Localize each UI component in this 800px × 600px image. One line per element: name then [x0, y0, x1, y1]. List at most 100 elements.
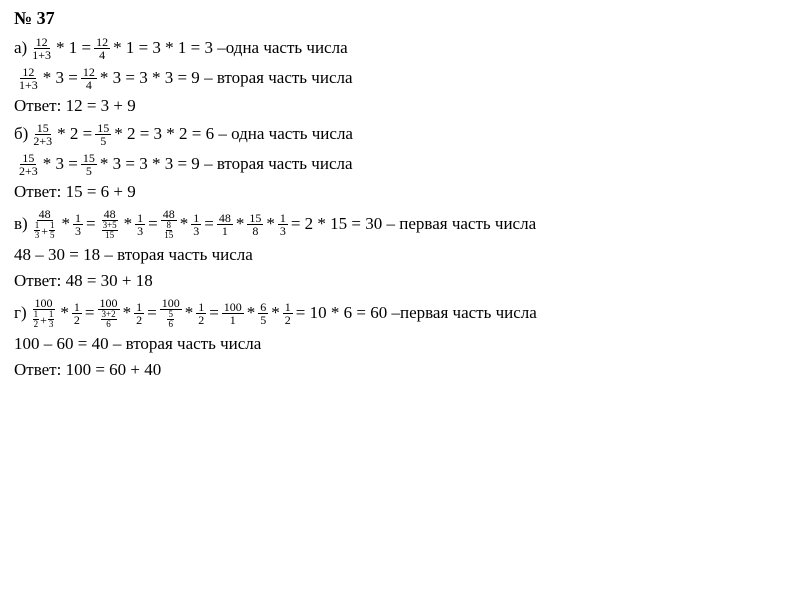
part-b-answer: Ответ: 15 = 6 + 9	[14, 182, 786, 202]
denominator: 2	[72, 314, 82, 326]
part-v-line-1: в) 48 1 3 + 1 5 * 1 3 = 48	[14, 208, 786, 240]
numerator: 1	[73, 212, 83, 225]
denominator: 15	[105, 231, 114, 240]
part-a-line-1: а) 12 1+3 * 1 = 12 4 * 1 = 3 * 1 = 3 –од…	[14, 36, 786, 61]
answer-value: 12 = 3 + 9	[66, 96, 136, 116]
answer-value: 100 = 60 + 40	[66, 360, 162, 380]
eq: =	[86, 214, 96, 234]
denominator: 15	[164, 231, 173, 240]
eq: =	[209, 303, 219, 323]
complex-fraction: 100 1 2 + 1 3	[30, 297, 58, 329]
denominator: 3	[73, 225, 83, 237]
expr-text: 100 – 60 = 40	[14, 334, 109, 354]
answer-label: Ответ:	[14, 182, 61, 202]
numerator: 12	[20, 66, 36, 79]
denominator: 2	[196, 314, 206, 326]
part-g-answer: Ответ: 100 = 60 + 40	[14, 360, 786, 380]
fraction: 15 5	[95, 122, 111, 147]
denominator: 5	[84, 165, 94, 177]
fraction: 1 2	[283, 301, 293, 326]
mini-fraction: 1 2	[33, 310, 40, 329]
numerator: 1	[283, 301, 293, 314]
note-text: – вторая часть числа	[204, 68, 352, 88]
expr-text: * 1 =	[56, 38, 91, 58]
denominator: 1+3	[30, 49, 53, 61]
denominator: 8 15	[161, 221, 176, 240]
note-text: –первая часть числа	[391, 303, 536, 323]
expr-text: * 3 =	[43, 154, 78, 174]
complex-fraction: 100 5 6	[160, 297, 182, 329]
expr-text: = 10 * 6 = 60	[296, 303, 387, 323]
numerator: 1	[278, 212, 288, 225]
fraction: 48 1	[217, 212, 233, 237]
denominator: 1 2 + 1 3	[30, 310, 58, 329]
part-g-line-2: 100 – 60 = 40 – вторая часть числа	[14, 334, 786, 354]
denominator: 8	[250, 225, 260, 237]
expr-text: * 3 =	[43, 68, 78, 88]
fraction: 12 1+3	[30, 36, 53, 61]
mini-fraction: 1 5	[49, 221, 56, 240]
denominator: 1	[220, 225, 230, 237]
op: *	[185, 303, 194, 323]
mini-fraction: 3+2 6	[101, 310, 117, 329]
part-g-letter: г)	[14, 303, 27, 323]
eq: =	[147, 303, 157, 323]
numerator: 1	[135, 212, 145, 225]
denominator: 5	[98, 135, 108, 147]
note-text: – вторая часть числа	[104, 245, 252, 265]
denominator: 6	[168, 320, 173, 329]
fraction: 15 2+3	[17, 152, 40, 177]
note-text: – одна часть числа	[218, 124, 353, 144]
part-b-line-2: 15 2+3 * 3 = 15 5 * 3 = 3 * 3 = 9 – втор…	[14, 152, 786, 177]
expr-text: * 3 = 3 * 3 = 9	[100, 154, 200, 174]
note-text: – вторая часть числа	[204, 154, 352, 174]
fraction: 6 5	[258, 301, 268, 326]
part-a-letter: а)	[14, 38, 27, 58]
op: *	[266, 214, 275, 234]
eq: =	[204, 214, 214, 234]
numerator: 12	[94, 36, 110, 49]
part-v-letter: в)	[14, 214, 28, 234]
numerator: 1	[196, 301, 206, 314]
complex-fraction: 48 8 15	[161, 208, 177, 240]
fraction: 1 3	[135, 212, 145, 237]
expr-text: * 1 = 3 * 1 = 3	[113, 38, 213, 58]
fraction: 1 2	[134, 301, 144, 326]
denominator: 2	[34, 320, 39, 329]
part-a-answer: Ответ: 12 = 3 + 9	[14, 96, 786, 116]
numerator: 100	[222, 301, 244, 314]
plus: +	[40, 314, 47, 326]
denominator: 4	[84, 79, 94, 91]
denominator: 3	[35, 231, 40, 240]
fraction: 1 3	[278, 212, 288, 237]
expr-text: 48 – 30 = 18	[14, 245, 100, 265]
denominator: 1+3	[17, 79, 40, 91]
denominator: 6	[106, 320, 111, 329]
numerator: 12	[34, 36, 50, 49]
expr-text: * 3 = 3 * 3 = 9	[100, 68, 200, 88]
fraction: 15 8	[247, 212, 263, 237]
fraction: 12 4	[81, 66, 97, 91]
denominator: 2+3	[17, 165, 40, 177]
op: *	[236, 214, 245, 234]
fraction: 12 4	[94, 36, 110, 61]
denominator: 4	[97, 49, 107, 61]
denominator: 3	[49, 320, 54, 329]
mini-fraction: 5 6	[167, 310, 174, 329]
op: *	[60, 303, 69, 323]
fraction: 15 2+3	[31, 122, 54, 147]
op: *	[61, 214, 70, 234]
note-text: –одна часть числа	[217, 38, 347, 58]
eq: =	[148, 214, 158, 234]
numerator: 1	[134, 301, 144, 314]
denominator: 3	[278, 225, 288, 237]
complex-fraction: 100 3+2 6	[98, 297, 120, 329]
part-v-line-2: 48 – 30 = 18 – вторая часть числа	[14, 245, 786, 265]
op: *	[247, 303, 256, 323]
op: *	[271, 303, 280, 323]
expr-text: = 2 * 15 = 30	[291, 214, 382, 234]
fraction: 1 2	[72, 301, 82, 326]
eq: =	[85, 303, 95, 323]
denominator: 5	[258, 314, 268, 326]
part-v-answer: Ответ: 48 = 30 + 18	[14, 271, 786, 291]
